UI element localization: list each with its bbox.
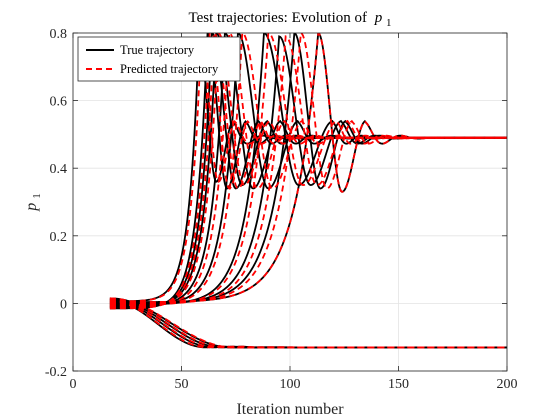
legend-label-predicted: Predicted trajectory (120, 62, 219, 76)
x-tick-label: 100 (280, 377, 301, 392)
predicted-trajectory-upper-5 (109, 33, 507, 306)
x-tick-label: 200 (497, 377, 518, 392)
chart-title-text: Test trajectories: Evolution of (189, 10, 367, 26)
chart-title: Test trajectories: Evolution of p 1 (189, 10, 392, 29)
chart-title-math-sub: 1 (386, 17, 392, 29)
legend: True trajectory Predicted trajectory (77, 36, 241, 82)
predicted-trajectory-upper-6 (109, 35, 507, 305)
y-tick-label: -0.2 (45, 365, 67, 380)
legend-label-true: True trajectory (120, 43, 195, 57)
true-trajectory-lower-2 (109, 298, 507, 349)
y-tick-label: 0.4 (50, 162, 68, 177)
predicted-trajectory-lower-3 (109, 297, 507, 349)
x-tick-label: 50 (175, 377, 189, 392)
predicted-trajectory-lower-2 (109, 298, 507, 349)
plot-series (109, 33, 507, 349)
x-tick-label: 150 (388, 377, 409, 392)
y-axis-title-text: p (23, 203, 40, 212)
y-tick-label: 0.8 (50, 27, 68, 42)
chart-title-math: p (374, 10, 383, 26)
y-axis-title-sub: 1 (31, 193, 43, 199)
y-tick-label: 0.6 (50, 95, 68, 110)
legend-box (77, 36, 241, 82)
axis-ticks: 0 50 100 150 200-0.200.20.40.60.8 (45, 27, 518, 392)
predicted-trajectory-upper-9 (109, 37, 507, 303)
x-axis-title: Iteration number (236, 401, 344, 418)
x-tick-label: 0 (70, 377, 77, 392)
y-tick-label: 0 (60, 297, 67, 312)
y-tick-label: 0.2 (50, 230, 68, 245)
y-axis-title: p 1 (23, 193, 43, 212)
true-trajectory-lower-3 (109, 297, 507, 349)
